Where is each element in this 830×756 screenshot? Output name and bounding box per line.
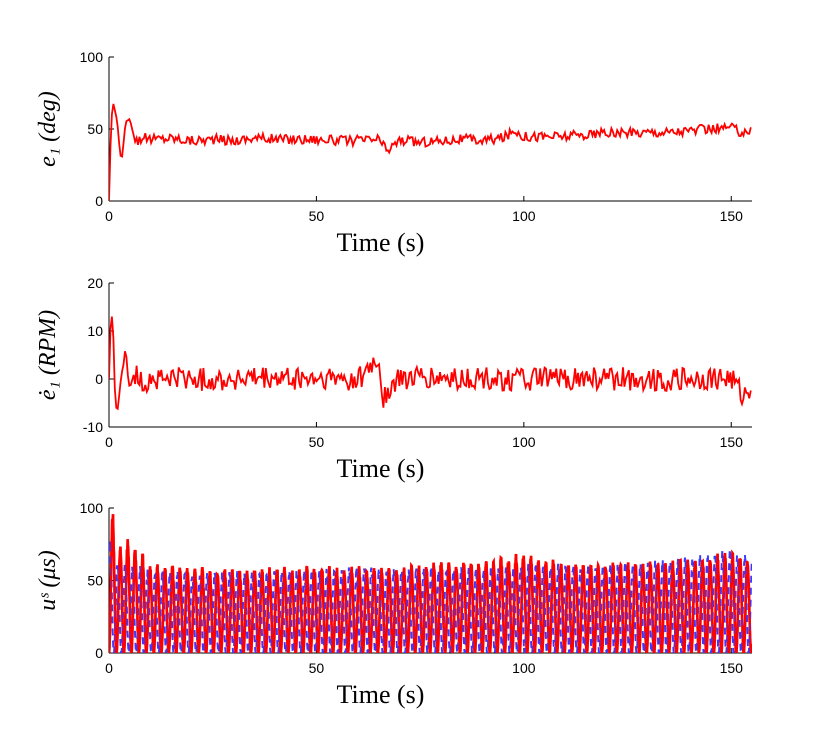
x-tick-label: 50 bbox=[309, 208, 325, 224]
chart-panel-3: 0 50 100 150 0 50 100 Time (s) uˢ (μs) bbox=[35, 500, 752, 709]
x-tick-label: 0 bbox=[105, 434, 113, 450]
x-tick-label: 0 bbox=[105, 208, 113, 224]
y-tick-label: 0 bbox=[95, 193, 103, 209]
x-tick-label: 150 bbox=[720, 208, 744, 224]
x-tick-label: 150 bbox=[720, 434, 744, 450]
x-tick-label: 150 bbox=[720, 660, 744, 676]
y-axis-label: uˢ (μs) bbox=[35, 550, 61, 610]
x-axis-label: Time (s) bbox=[337, 454, 425, 483]
x-axis-label: Time (s) bbox=[337, 680, 425, 709]
y-tick-label: 20 bbox=[87, 275, 103, 291]
y-tick-label: -10 bbox=[83, 419, 103, 435]
chart-panel-1: 0 50 100 150 0 50 100 Time (s) e₁ (deg) bbox=[35, 49, 752, 257]
y-tick-label: 50 bbox=[87, 573, 103, 589]
y-tick-label: 100 bbox=[80, 49, 104, 65]
y-tick-label: 0 bbox=[95, 645, 103, 661]
x-tick-label: 100 bbox=[512, 660, 536, 676]
x-tick-label: 100 bbox=[512, 208, 536, 224]
series-line-1 bbox=[109, 103, 752, 201]
series-line-1 bbox=[109, 316, 752, 411]
y-axis-label: ė₁ (RPM) bbox=[35, 310, 61, 400]
x-tick-label: 100 bbox=[512, 434, 536, 450]
y-tick-label: 10 bbox=[87, 323, 103, 339]
x-tick-label: 50 bbox=[309, 434, 325, 450]
y-tick-label: 100 bbox=[80, 500, 104, 516]
series-line-1 bbox=[109, 514, 752, 653]
y-axis-label: e₁ (deg) bbox=[35, 91, 61, 167]
y-tick-label: 0 bbox=[95, 371, 103, 387]
y-tick-label: 50 bbox=[87, 121, 103, 137]
x-tick-label: 50 bbox=[309, 660, 325, 676]
x-tick-label: 0 bbox=[105, 660, 113, 676]
x-axis-label: Time (s) bbox=[337, 228, 425, 257]
